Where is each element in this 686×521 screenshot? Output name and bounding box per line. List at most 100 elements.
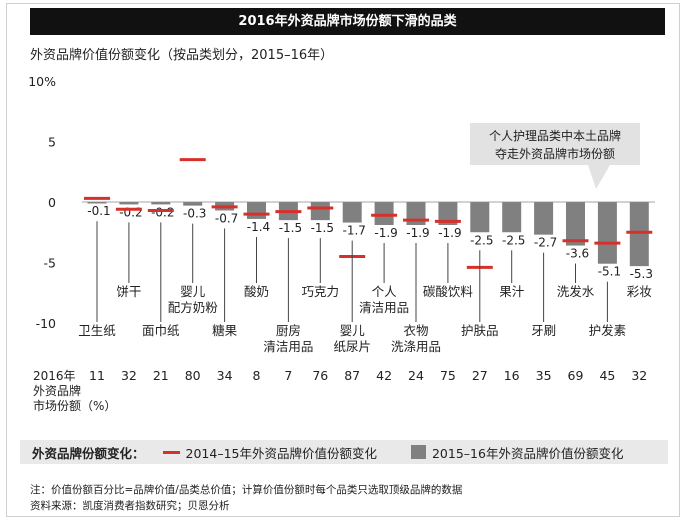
legend-item-2014-15: 2014–15年外资品牌价值份额变化 [162, 443, 377, 462]
category-label: 面巾纸 [142, 323, 180, 338]
data-label: -0.2 [119, 205, 142, 219]
share-axis-label: 2016年 [33, 369, 76, 383]
callout-text: 夺走外资品牌市场份额 [495, 146, 615, 161]
category-label: 清洁用品 [263, 339, 313, 354]
data-label: -1.9 [374, 226, 397, 240]
data-label: -0.3 [183, 207, 206, 221]
data-label: -0.2 [151, 205, 174, 219]
data-label: -2.5 [470, 233, 493, 247]
bar [470, 202, 490, 233]
bar [247, 202, 266, 219]
bar [438, 202, 458, 225]
data-label: -0.7 [215, 211, 238, 225]
share-value: 32 [121, 368, 137, 383]
share-value: 24 [408, 368, 424, 383]
share-value: 87 [344, 368, 360, 383]
share-value: 35 [536, 368, 552, 383]
share-value: 11 [89, 368, 105, 383]
bar [566, 202, 585, 246]
share-value: 80 [185, 368, 201, 383]
category-label: 彩妆 [627, 284, 652, 299]
share-axis-label: 外资品牌 [33, 384, 81, 398]
bar [119, 202, 139, 205]
bar [629, 202, 649, 267]
category-label: 厨房 [276, 323, 301, 338]
category-label: 洗发水 [557, 284, 595, 299]
bar [310, 202, 330, 221]
share-value: 32 [631, 368, 647, 383]
chart-subtitle: 外资品牌价值份额变化（按品类划分，2015–16年） [30, 48, 334, 63]
share-value: 16 [504, 368, 520, 383]
category-label: 饼干 [116, 284, 141, 299]
category-label: 婴儿 [340, 323, 366, 338]
category-label: 衣物 [403, 323, 428, 338]
category-label: 酸奶 [244, 284, 269, 299]
category-label: 婴儿 [180, 284, 206, 299]
y-tick-label: -5 [44, 256, 56, 271]
data-label: -1.7 [342, 224, 365, 238]
data-label: -1.4 [247, 220, 270, 234]
bar [151, 202, 171, 205]
legend-title: 外资品牌份额变化： [32, 445, 145, 461]
bar [534, 202, 554, 235]
callout-text: 个人护理品类中本土品牌 [489, 128, 621, 143]
legend-bar-swatch [410, 445, 426, 459]
footnote-source: 资料来源：凯度消费者指数研究；贝恩分析 [30, 500, 230, 512]
category-label: 护肤品 [461, 323, 499, 338]
data-label: -2.7 [534, 236, 557, 250]
category-label: 果汁 [499, 284, 525, 299]
bar [502, 202, 522, 233]
data-label: -1.5 [311, 221, 334, 235]
share-axis-label: 市场份额（%） [33, 398, 116, 413]
category-label: 纸尿片 [333, 339, 371, 354]
data-label: -0.1 [87, 204, 110, 218]
data-label: -2.5 [502, 233, 525, 247]
y-tick-label: 0 [48, 195, 56, 210]
category-label: 糖果 [212, 323, 238, 338]
data-label: -1.9 [438, 226, 461, 240]
callout-box [470, 123, 640, 165]
share-value: 42 [376, 368, 392, 383]
y-tick-label: 5 [48, 135, 56, 150]
y-tick-label: -10 [36, 316, 56, 331]
data-label: -5.1 [598, 265, 621, 279]
legend-line-label: 2014–15年外资品牌价值份额变化 [185, 445, 377, 461]
bar [374, 202, 394, 225]
footnote-note: 注：价值份额百分比=品牌价值/品类总价值；计算价值份额时每个品类只选取顶级品牌的… [30, 484, 463, 496]
category-label: 碳酸饮料 [423, 284, 474, 299]
bar [597, 202, 617, 264]
chart-frame [6, 3, 680, 517]
y-tick-label: 10% [28, 74, 56, 89]
data-label: -1.5 [279, 221, 302, 235]
share-value: 69 [568, 368, 584, 383]
category-label: 牙刷 [531, 323, 556, 338]
category-label: 个人 [372, 284, 398, 299]
share-value: 21 [153, 368, 169, 383]
share-value: 7 [284, 368, 292, 383]
callout-pointer [588, 165, 610, 189]
share-value: 76 [312, 368, 328, 383]
category-label: 洗涤用品 [391, 339, 441, 354]
footnotes: 注：价值份额百分比=品牌价值/品类总价值；计算价值份额时每个品类只选取顶级品牌的… [30, 482, 462, 514]
chart-title: 2016年外资品牌市场份额下滑的品类 [30, 8, 665, 35]
share-value: 34 [217, 368, 233, 383]
bar [342, 202, 362, 223]
share-value: 8 [253, 368, 261, 383]
share-value: 45 [599, 368, 615, 383]
share-value: 27 [472, 368, 488, 383]
category-label: 配方奶粉 [168, 300, 219, 315]
data-label: -1.9 [406, 226, 429, 240]
legend-item-2015-16: 2015–16年外资品牌价值份额变化 [410, 443, 624, 462]
category-label: 清洁用品 [359, 300, 409, 315]
legend-bar-label: 2015–16年外资品牌价值份额变化 [431, 445, 624, 461]
bar [183, 202, 203, 206]
category-label: 巧克力 [302, 284, 340, 299]
category-label: 护发素 [589, 323, 627, 338]
legend-line-swatch [162, 450, 180, 454]
legend: 外资品牌份额变化： 2014–15年外资品牌价值份额变化 2015–16年外资品… [20, 440, 668, 464]
category-label: 卫生纸 [78, 323, 116, 338]
data-label: -5.3 [630, 267, 653, 281]
share-value: 75 [440, 368, 456, 383]
bar [87, 202, 107, 204]
